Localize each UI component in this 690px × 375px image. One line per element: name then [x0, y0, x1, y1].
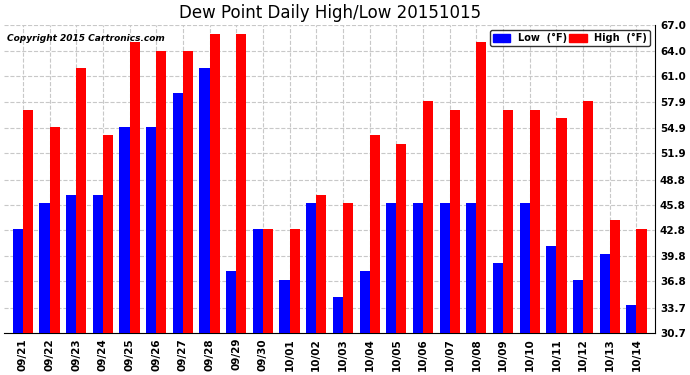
Bar: [546, 246, 556, 333]
Bar: [210, 34, 219, 333]
Bar: [279, 280, 290, 333]
Bar: [183, 51, 193, 333]
Text: Copyright 2015 Cartronics.com: Copyright 2015 Cartronics.com: [8, 34, 165, 44]
Bar: [530, 110, 540, 333]
Bar: [146, 127, 156, 333]
Bar: [50, 127, 59, 333]
Bar: [253, 229, 263, 333]
Bar: [290, 229, 299, 333]
Bar: [226, 271, 236, 333]
Bar: [333, 297, 343, 333]
Bar: [119, 127, 130, 333]
Bar: [396, 144, 406, 333]
Bar: [306, 203, 316, 333]
Bar: [413, 203, 423, 333]
Bar: [370, 135, 380, 333]
Bar: [583, 102, 593, 333]
Bar: [76, 68, 86, 333]
Bar: [440, 203, 450, 333]
Bar: [39, 203, 50, 333]
Bar: [316, 195, 326, 333]
Bar: [12, 229, 23, 333]
Bar: [423, 102, 433, 333]
Bar: [450, 110, 460, 333]
Bar: [636, 229, 647, 333]
Legend: Low  (°F), High  (°F): Low (°F), High (°F): [490, 30, 650, 46]
Bar: [172, 93, 183, 333]
Bar: [476, 42, 486, 333]
Bar: [600, 254, 610, 333]
Bar: [466, 203, 476, 333]
Bar: [493, 262, 503, 333]
Bar: [343, 203, 353, 333]
Bar: [199, 68, 210, 333]
Bar: [263, 229, 273, 333]
Bar: [610, 220, 620, 333]
Bar: [573, 280, 583, 333]
Bar: [156, 51, 166, 333]
Bar: [627, 305, 636, 333]
Bar: [103, 135, 113, 333]
Bar: [23, 110, 33, 333]
Bar: [359, 271, 370, 333]
Bar: [130, 42, 139, 333]
Title: Dew Point Daily High/Low 20151015: Dew Point Daily High/Low 20151015: [179, 4, 481, 22]
Bar: [520, 203, 530, 333]
Bar: [503, 110, 513, 333]
Bar: [66, 195, 76, 333]
Bar: [236, 34, 246, 333]
Bar: [92, 195, 103, 333]
Bar: [386, 203, 396, 333]
Bar: [556, 118, 566, 333]
